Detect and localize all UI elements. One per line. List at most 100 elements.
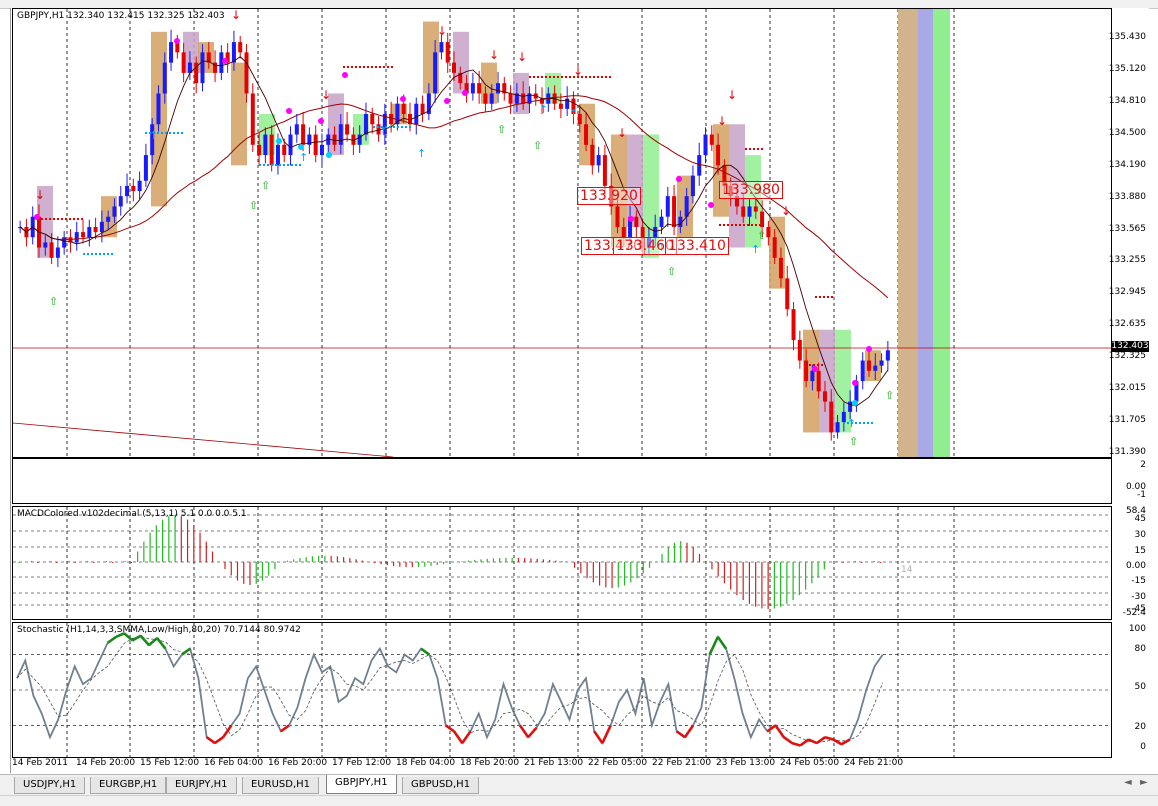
candle-body	[319, 144, 324, 156]
zone-box	[835, 329, 851, 433]
stochastic-pane[interactable]: Stochastic (H1,14,3,3,SMMA,Low/High,80,2…	[12, 622, 1112, 758]
stochastic-overbought-segment	[139, 634, 150, 647]
tab-gbpjpy-h1[interactable]: GBPJPY,H1	[326, 775, 397, 794]
candle-body	[634, 216, 639, 227]
signal-arrow-icon: ↑	[149, 129, 158, 142]
candle-body	[150, 124, 155, 156]
tab-scroll-right-icon[interactable]: ►	[1140, 777, 1148, 788]
candle-body	[49, 242, 54, 258]
tab-gbpusd-h1[interactable]: GBPUSD,H1	[402, 777, 480, 794]
time-axis-label: 14 Feb 20:00	[76, 758, 136, 768]
candle-body	[143, 155, 148, 181]
buy-arrow-icon: ⇧	[49, 295, 58, 308]
candle-body	[301, 124, 306, 145]
stochastic-overbought-segment	[181, 647, 191, 656]
buy-arrow-icon: ⇧	[497, 123, 506, 136]
candle-body	[558, 103, 563, 109]
candle-body	[175, 42, 180, 53]
candle-body	[269, 134, 274, 166]
time-axis-label: 21 Feb 13:00	[524, 758, 584, 768]
candle-body	[389, 113, 394, 125]
sell-arrow-icon: ↓	[717, 114, 727, 128]
price-axis-label: 133.565	[1108, 223, 1146, 234]
candle-body	[313, 134, 318, 156]
signal-arrow-icon: ↑	[569, 107, 578, 120]
candle-body	[502, 83, 507, 94]
stochastic-overbought-segment	[420, 647, 431, 656]
fast-moving-average-line	[19, 56, 889, 407]
price-chart-pane[interactable]: GBPJPY,H1 132.340 132.415 132.325 132.40…	[12, 8, 1112, 458]
candle-body	[55, 247, 60, 258]
chart-tab-bar: ◄ ► USDJPY,H1 EURGBP,H1 EURJPY,H1 EURUSD,H1…	[0, 774, 1158, 795]
candle-body	[760, 211, 765, 227]
stochastic-oversold-segment	[205, 736, 216, 745]
candle-body	[791, 309, 796, 340]
candle-body	[169, 42, 174, 63]
sell-arrow-icon: ↓	[489, 48, 499, 62]
current-price-tag: 132.403	[1111, 341, 1149, 352]
candle-body	[62, 237, 67, 248]
stochastic-oversold-segment	[791, 741, 801, 747]
candle-body	[848, 401, 853, 412]
candle-body	[363, 113, 368, 135]
candle-body	[225, 52, 230, 63]
tab-eurjpy-h1[interactable]: EURJPY,H1	[166, 777, 237, 794]
macd-pane[interactable]: MACDColored v102decimal (5,13,1) 5.1 0.0…	[12, 506, 1112, 620]
status-bar	[0, 795, 1158, 806]
candle-body	[609, 185, 614, 207]
candle-body	[238, 42, 243, 53]
tab-eurgbp-h1[interactable]: EURGBP,H1	[90, 777, 167, 794]
candle-body	[766, 226, 771, 238]
sell-arrow-icon: ↓	[727, 88, 737, 102]
candle-body	[470, 83, 475, 94]
macd-last-value: 14	[901, 565, 913, 575]
price-axis-label: 133.255	[1108, 255, 1146, 266]
empty-pane-axis-label: 2	[1140, 460, 1146, 470]
time-axis-label: 16 Feb 20:00	[268, 758, 328, 768]
candle-body	[879, 360, 884, 366]
sell-arrow-icon: ↓	[437, 24, 447, 38]
candle-body	[263, 134, 268, 156]
candle-body	[646, 237, 651, 248]
tab-eurusd-h1[interactable]: EURUSD,H1	[242, 777, 320, 794]
time-axis-label: 22 Feb 05:00	[588, 758, 648, 768]
candle-body	[125, 185, 130, 197]
candle-body	[187, 62, 192, 73]
candle-body	[244, 52, 249, 94]
macd-axis-label: 58.4	[1125, 506, 1146, 516]
candle-body	[464, 83, 469, 94]
magenta-marker	[866, 346, 872, 352]
candle-body	[131, 185, 136, 192]
candle-body	[118, 196, 123, 207]
signal-arrow-icon: ↑	[539, 103, 548, 116]
cyan-marker	[276, 138, 282, 144]
tab-scroll-left-icon[interactable]: ◄	[1124, 777, 1132, 788]
candle-body	[496, 83, 501, 94]
macd-canvas	[13, 507, 1111, 619]
tab-usdjpy-h1[interactable]: USDJPY,H1	[14, 777, 86, 794]
sell-arrow-icon: ↓	[781, 204, 791, 218]
session-band-green	[933, 9, 950, 457]
macd-title: MACDColored v102decimal (5,13,1) 5.1 0.0…	[17, 509, 247, 519]
candle-body	[345, 124, 350, 135]
macd-axis-label: -15	[1131, 576, 1146, 586]
signal-arrow-icon: ↑	[751, 243, 760, 256]
price-axis-label: 132.635	[1108, 319, 1146, 330]
candle-body	[433, 52, 438, 94]
empty-pane-axis-label: -1	[1137, 490, 1146, 500]
stochastic-oversold-segment	[222, 724, 233, 738]
price-axis-label: 131.390	[1108, 447, 1146, 457]
candle-body	[709, 134, 714, 145]
candle-body	[194, 62, 199, 84]
magenta-marker	[34, 214, 40, 220]
stochastic-overbought-segment	[156, 637, 167, 650]
macd-axis-label: 30	[1134, 530, 1146, 540]
candle-body	[602, 155, 607, 186]
time-axis-label: 17 Feb 12:00	[332, 758, 392, 768]
macd-axis-label: 0.00	[1125, 561, 1146, 571]
stochastic-oversold-segment	[601, 724, 612, 744]
empty-indicator-pane[interactable]	[12, 458, 1112, 504]
candle-body	[401, 103, 406, 114]
candle-body	[426, 93, 431, 114]
time-axis-label: 24 Feb 21:00	[844, 758, 904, 768]
